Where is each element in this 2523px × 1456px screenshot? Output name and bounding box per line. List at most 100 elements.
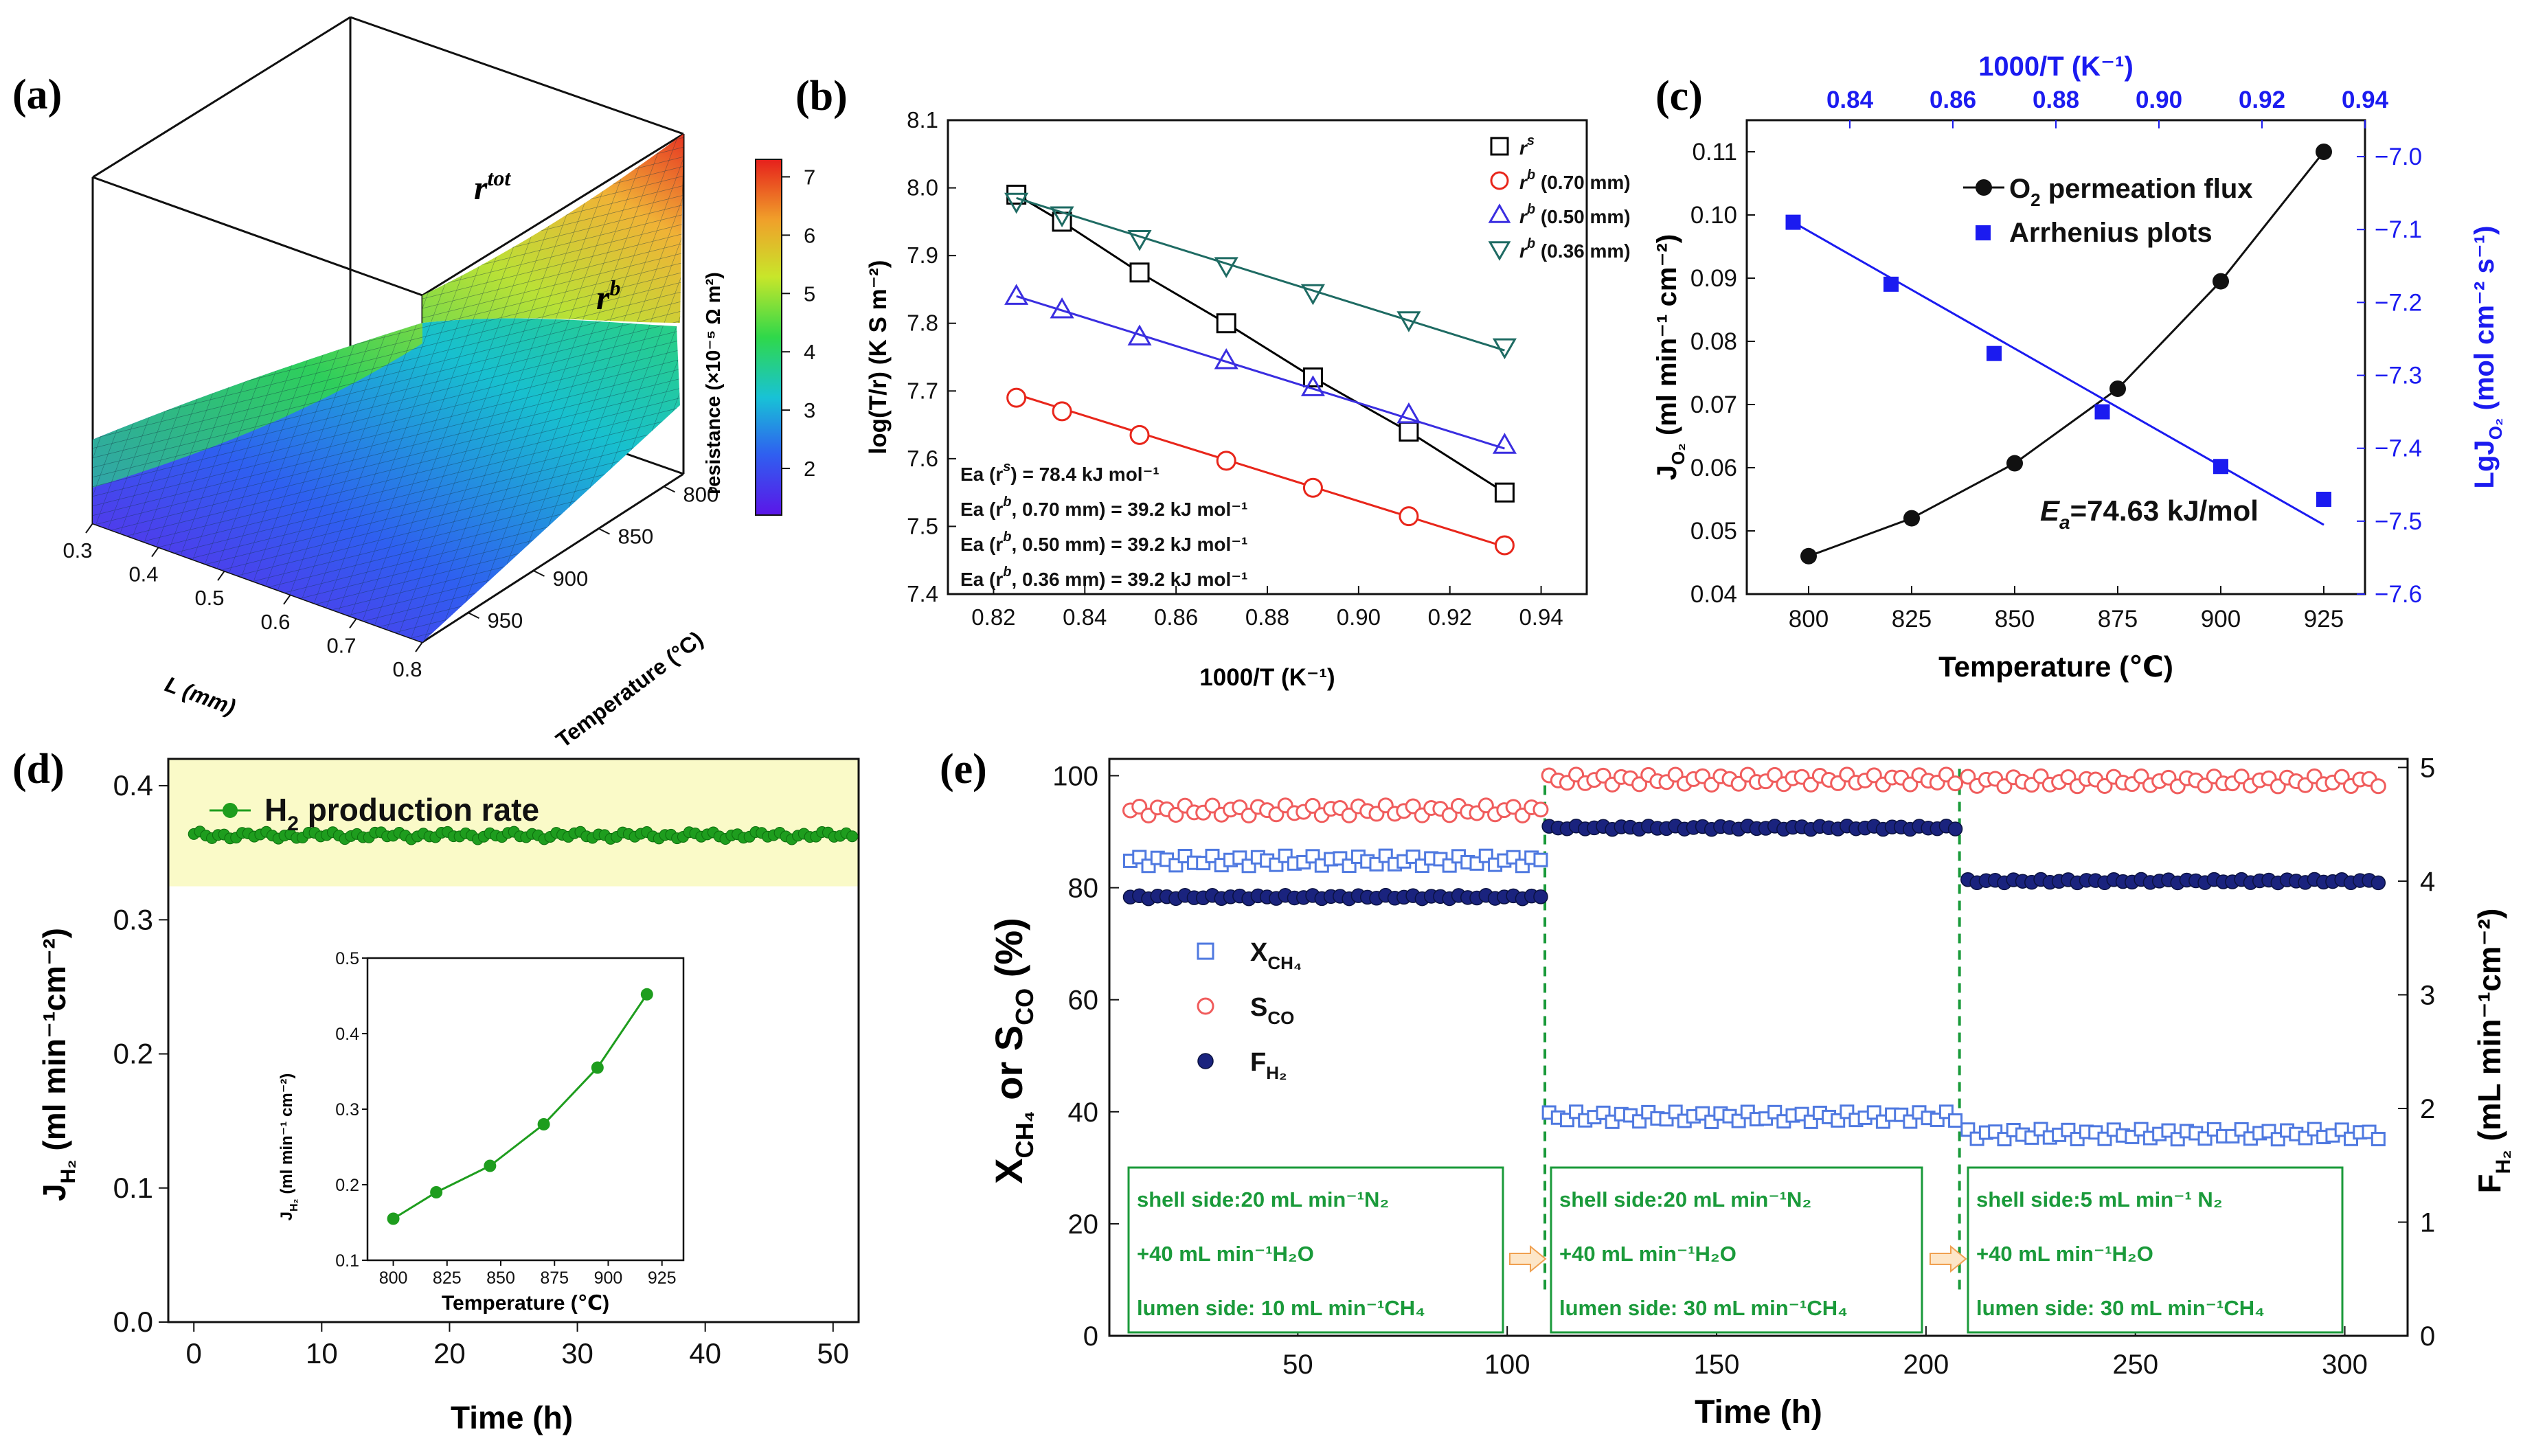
axis-temperature-tick (598, 527, 610, 535)
panel-c: (c) 800 825 850 875 900 925 0.84 0.86 0.88 0.90 0.… (1652, 52, 2506, 683)
data-point-b (1127, 229, 1152, 251)
axis-x-tick-label-d: 10 (306, 1337, 338, 1369)
inset-y-tick-label: 0.5 (335, 949, 359, 968)
axis-L-label: L (mm) (162, 672, 239, 720)
data-point-b (1129, 424, 1150, 445)
panel-a: (a) rtot rb 0.3 0.4 0.5 0.6 0.7 0.8 L (mm) (12, 16, 815, 753)
axis-top-label-c: 1000/T (K⁻¹) (1978, 52, 2134, 82)
panel-d: (d) 0 10 20 30 40 50 0.0 0.1 0.2 0.3 0.4 H2 product… (12, 746, 860, 1435)
data-point-b (1494, 535, 1515, 556)
data-point-o2-flux (2109, 380, 2126, 397)
condition-line-3: lumen side: 30 mL min⁻¹CH₄ (1976, 1296, 2265, 1320)
legend-marker-e (1197, 1053, 1214, 1069)
axis-L-tick (151, 547, 159, 558)
legend-label-e: SCO (1250, 993, 1294, 1028)
axis-top-tick-label-c: 0.92 (2239, 87, 2285, 113)
axis-L-tick-label: 0.7 (326, 633, 356, 657)
inset-x-tick-label: 850 (486, 1269, 515, 1288)
data-point-b (1004, 192, 1029, 214)
legend-label-e: FH₂ (1250, 1048, 1287, 1083)
data-point-s-co (2333, 769, 2350, 785)
condition-line-3: lumen side: 30 mL min⁻¹CH₄ (1559, 1296, 1848, 1320)
axis-x-label-c: Temperature (℃) (1938, 650, 2173, 683)
inset-data-point (591, 1061, 604, 1074)
axis-top-tick-label-c: 0.90 (2136, 87, 2182, 113)
axis-top-tick-label-c: 0.84 (1826, 87, 1874, 113)
data-point-s-co (1304, 797, 1321, 814)
panel-c-label: (c) (1655, 73, 1703, 120)
axis-y-tick-label-b: 7.8 (907, 310, 938, 336)
axis-y2-tick-label-c: −7.4 (2375, 435, 2422, 462)
axis-y-tick-label-e: 40 (1068, 1097, 1099, 1128)
data-point-s-co (1405, 798, 1421, 815)
axis-L-ticks: 0.3 0.4 0.5 0.6 0.7 0.8 (63, 523, 423, 681)
stage-arrow-icon (1930, 1244, 1967, 1273)
data-point-b (1216, 313, 1236, 334)
axis-temperature-tick-label: 850 (618, 525, 654, 549)
legend-label-b: rs (1519, 133, 1535, 159)
inset-plot-area (366, 957, 685, 1262)
condition-line-1: shell side:20 mL min⁻¹N₂ (1137, 1187, 1389, 1212)
data-point-s-co (1866, 767, 1882, 784)
data-point-s-co (2096, 777, 2113, 794)
data-point-b (1052, 401, 1072, 422)
axis-x-tick-label-c: 900 (2201, 606, 2241, 633)
axis-top-tick-label-c: 0.86 (1930, 87, 1976, 113)
fit-line-b (1016, 295, 1505, 450)
axis-temperature-tick-label: 900 (553, 567, 589, 591)
legend-marker-c (1976, 179, 1992, 196)
condition-box (1550, 1166, 1923, 1334)
data-point-b (1492, 338, 1517, 360)
axis-x-tick-label-c: 800 (1789, 606, 1829, 633)
annotation-ea-b: Ea (rb, 0.70 mm) = 39.2 kJ mol⁻¹ (960, 494, 1247, 520)
surface-label-r-tot: rtot (474, 166, 511, 207)
axis-y2-tick-label-c: −7.1 (2375, 216, 2422, 243)
data-point-s-co (1168, 806, 1184, 823)
axis-top-tick-label-c: 0.88 (2033, 87, 2079, 113)
panel-e: (e) 50 100 150 200 250 300 0 20 40 60 80 100 0 1 2 3 4 5 X… (940, 746, 2515, 1431)
axis-y-tick-label-b: 7.4 (907, 581, 938, 606)
axis-y2-tick-label-c: −7.2 (2375, 289, 2422, 316)
axis-x-tick-label-b: 0.84 (1063, 604, 1107, 630)
surface-r-tot (93, 134, 683, 488)
inset-x-tick-label: 900 (594, 1269, 623, 1288)
axis-y2-tick-label-c: −7.3 (2375, 363, 2422, 389)
data-point-s-co (1631, 776, 1648, 793)
axis-y2-tick-label-c: −7.0 (2375, 144, 2422, 170)
data-point-b (1300, 375, 1325, 396)
fit-line-b (1016, 196, 1505, 352)
axis-temperature-tick-label: 950 (488, 608, 523, 633)
data-point-b (1127, 324, 1152, 345)
axis-x-tick-label-b: 0.86 (1154, 604, 1198, 630)
colorbar-tick-label: 7 (804, 165, 815, 189)
colorbar-tick-label: 6 (804, 223, 815, 247)
condition-box (1967, 1166, 2344, 1334)
axis-y-tick-label-b: 7.7 (907, 378, 938, 403)
axis-x-tick-label-b: 0.94 (1519, 604, 1563, 630)
axis-y2-tick-label-e: 5 (2420, 753, 2435, 783)
data-point-s-co (1902, 776, 1919, 793)
stage-arrow-icon (1509, 1244, 1547, 1273)
plot-area-e (1108, 758, 2409, 1337)
axis-x-tick-label-c: 850 (1995, 606, 2035, 633)
axis-L-tick-label: 0.5 (194, 586, 224, 610)
axis-y-tick-label-d: 0.4 (113, 769, 153, 801)
panel-a-label: (a) (12, 71, 62, 118)
surface-label-r-b: rb (596, 275, 620, 317)
inset-y-tick-label: 0.1 (335, 1251, 359, 1271)
axis-y2-tick-label-c: −7.6 (2375, 581, 2422, 608)
annotation-ea-b: Ea (rb, 0.50 mm) = 39.2 kJ mol⁻¹ (960, 530, 1247, 555)
data-point-o2-flux (2316, 144, 2332, 160)
series-line-rs (1015, 194, 1506, 494)
axis-y2-tick-label-e: 1 (2420, 1207, 2435, 1238)
axis-x-tick-label-b: 0.88 (1245, 604, 1289, 630)
axis-temperature-tick-label: 800 (683, 482, 719, 506)
plot-area-d (167, 758, 860, 1323)
data-point-b (1129, 262, 1150, 283)
axis-y-label-d-inset: JH₂ (ml min⁻¹ cm⁻²) (278, 1073, 300, 1221)
axis-x-tick-label-c: 825 (1892, 606, 1932, 633)
condition-line-2: +40 mL min⁻¹H₂O (1137, 1242, 1314, 1266)
data-point-s-co (1730, 775, 1747, 792)
axis-x-tick-label-e: 50 (1282, 1350, 1313, 1380)
plot-area-b (947, 119, 1588, 595)
